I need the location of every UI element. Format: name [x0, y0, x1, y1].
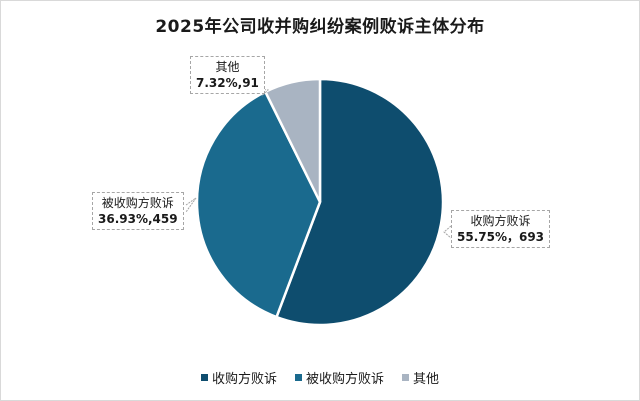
data-label-target: 被收购方败诉 36.93%,459	[92, 192, 184, 230]
data-label-other: 其他 7.32%,91	[190, 56, 265, 94]
legend-item-acquirer[interactable]: 收购方败诉	[200, 368, 277, 387]
label-callout-pointer	[251, 87, 270, 97]
legend-label: 收购方败诉	[211, 372, 277, 387]
data-label-acquirer: 收购方败诉 55.75%，693	[451, 210, 551, 248]
legend-swatch	[200, 374, 208, 381]
label-callout-pointer	[443, 225, 452, 239]
data-label-name: 收购方败诉	[470, 214, 531, 228]
chart-legend: 收购方败诉 被收购方败诉 其他	[0, 368, 640, 387]
data-label-value: 36.93%,459	[98, 212, 178, 226]
data-label-value: 55.75%，693	[457, 230, 545, 244]
data-label-name: 其他	[215, 60, 240, 74]
legend-swatch	[294, 374, 302, 381]
legend-swatch	[402, 374, 409, 381]
legend-label: 其他	[413, 372, 440, 387]
legend-item-target[interactable]: 被收购方败诉	[294, 368, 384, 387]
slice-target[interactable]	[195, 90, 322, 319]
legend-label: 被收购方败诉	[305, 372, 384, 387]
slice-acquirer[interactable]	[274, 77, 445, 327]
label-callout-pointer	[185, 197, 197, 213]
chart-title: 2025年公司收并购纠纷案例败诉主体分布	[155, 17, 485, 37]
slice-other[interactable]	[263, 77, 322, 203]
legend-item-other[interactable]: 其他	[402, 368, 439, 387]
data-label-name: 被收购方败诉	[101, 196, 174, 210]
data-label-value: 7.32%,91	[196, 76, 259, 90]
